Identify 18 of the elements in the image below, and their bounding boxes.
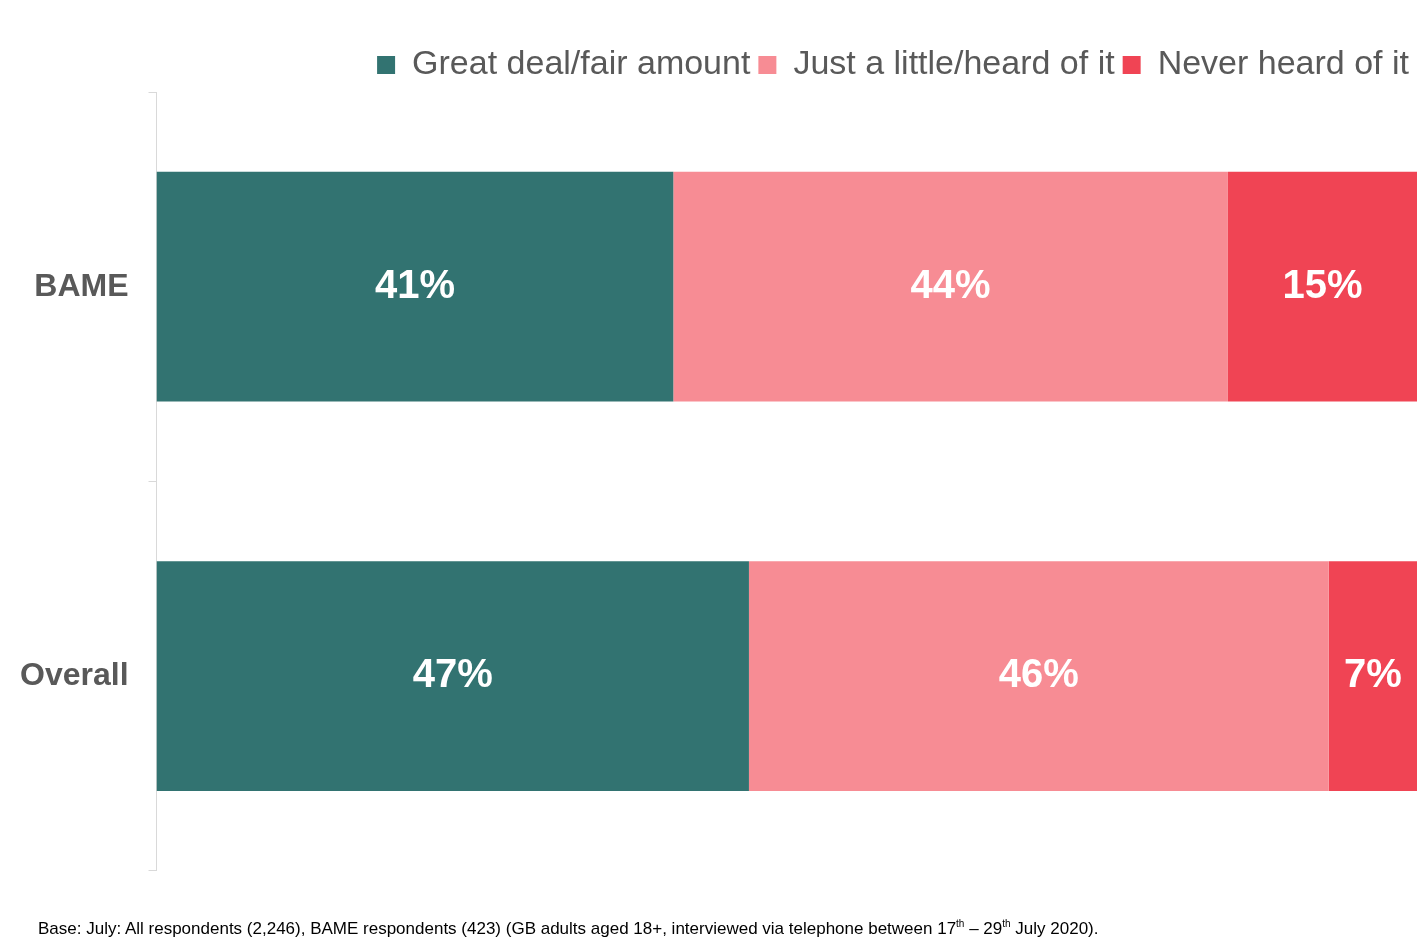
bar xyxy=(156,561,749,791)
bar xyxy=(673,171,1228,402)
data-label: 15% xyxy=(1282,261,1363,306)
data-label: 44% xyxy=(910,261,991,306)
data-label: 7% xyxy=(1343,651,1402,696)
text: Base: July: All respondents (2,246), BAME respondents (423) (GB adults aged 18+, interviewed via telephone between 17$^{th}$ – 29$^{th}$ July 2020). xyxy=(38,918,1099,939)
bar xyxy=(748,561,1329,791)
y-tick-label: Overall xyxy=(20,655,129,692)
bar xyxy=(1227,171,1417,402)
bar xyxy=(1328,561,1417,791)
data-label: 46% xyxy=(998,651,1079,696)
y-tick-label: BAME xyxy=(34,266,129,303)
data-label: 47% xyxy=(412,651,493,696)
legend-label: Never heard of it xyxy=(1157,43,1410,82)
data-label: 41% xyxy=(374,261,455,306)
legend-label: Just a little/heard of it xyxy=(793,43,1116,82)
legend-label: Great deal/fair amount xyxy=(412,43,751,82)
bar xyxy=(156,171,674,402)
